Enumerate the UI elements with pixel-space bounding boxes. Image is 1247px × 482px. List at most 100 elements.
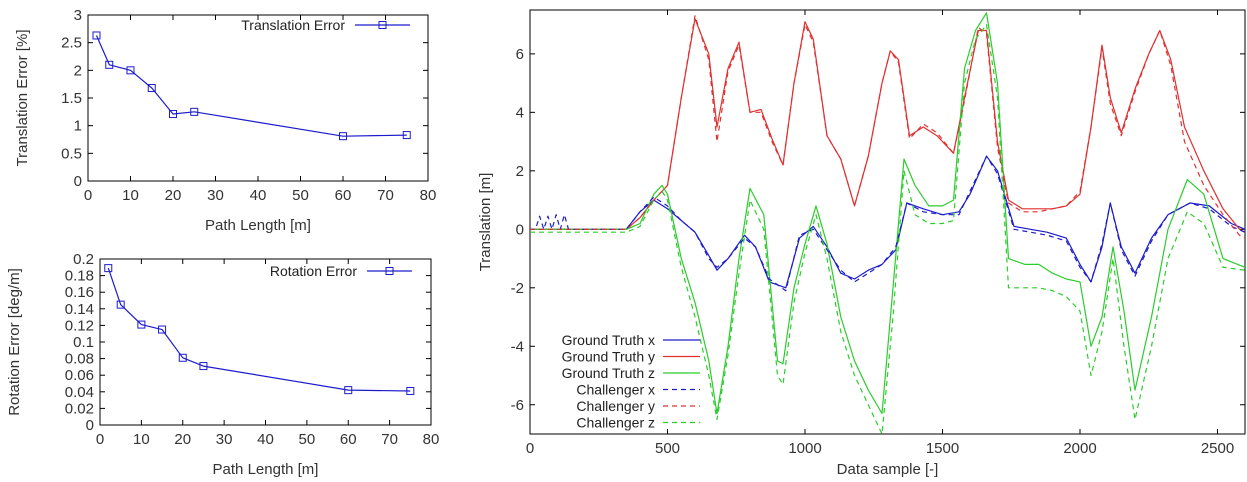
data-point-marker [104, 264, 113, 273]
y-tick-label: 2.5 [61, 35, 82, 52]
x-axis-label: Data sample [-] [837, 461, 939, 478]
y-tick-label: -6 [511, 397, 524, 414]
x-tick-label: 500 [655, 440, 680, 457]
plot-area [104, 264, 415, 395]
x-tick-label: 20 [174, 431, 191, 448]
x-tick-label: 30 [216, 431, 233, 448]
x-tick-label: 0 [526, 440, 534, 457]
legend-label-ground-truth-z: Ground Truth z [562, 365, 655, 381]
data-point-marker [339, 132, 347, 141]
y-tick-label: 0.18 [65, 268, 94, 285]
x-tick-label: 50 [292, 187, 309, 204]
data-point-marker [116, 300, 125, 309]
x-tick-label: 20 [165, 187, 182, 204]
y-tick-label: 3 [74, 7, 82, 24]
data-point-marker [190, 107, 199, 116]
y-tick-label: 0 [516, 221, 524, 238]
y-tick-label: 0.2 [73, 251, 94, 268]
y-axis-label: Rotation Error [deg/m] [6, 268, 23, 416]
plot-area [530, 12, 1245, 434]
data-point-marker [105, 60, 114, 69]
x-tick-label: 50 [299, 431, 316, 448]
data-point-marker [169, 110, 177, 119]
chart-panel-2: 0 10 20 30 40 50 60 70 8000.020.040.060.080.10.1… [6, 251, 439, 478]
legend-label-challenger-z: Challenger z [576, 415, 655, 431]
y-tick-label: -4 [511, 338, 524, 355]
y-axis-label: Translation [m] [477, 173, 494, 272]
x-tick-label: 40 [257, 431, 274, 448]
x-tick-label: 0 [84, 187, 92, 204]
series-line-challenger-x [530, 155, 1245, 292]
x-tick-label: 60 [340, 431, 357, 448]
plot-frame [87, 14, 429, 182]
x-tick-label: 1000 [788, 440, 821, 457]
y-tick-label: 2 [516, 163, 524, 180]
data-point-marker [137, 320, 146, 329]
x-tick-label: 10 [122, 187, 139, 204]
y-tick-label: 0.1 [73, 334, 94, 351]
x-tick-label: 80 [420, 187, 437, 204]
plot-area [92, 31, 411, 141]
series-line-challenger-y [530, 15, 1245, 239]
legend-rotation-error: Rotation Error [270, 263, 412, 279]
data-point-marker [92, 31, 101, 40]
data-point-marker [126, 66, 135, 75]
y-tick-label: 1.5 [61, 90, 82, 107]
x-tick-label: 30 [207, 187, 224, 204]
x-tick-label: 10 [133, 431, 150, 448]
chart-panel-3: 0 500 1000 1500 2000 2500 -6 -4 -2 0 2 4 6 Data sampl… [477, 9, 1246, 478]
y-tick-label: 0.04 [65, 384, 94, 401]
legend-marker [378, 21, 387, 29]
series-line-ground-truth-z [530, 12, 1245, 415]
x-tick-label: 1500 [926, 440, 959, 457]
legend-label-ground-truth-x: Ground Truth x [562, 332, 655, 348]
x-tick-label: 2000 [1063, 440, 1096, 457]
y-tick-label: 6 [516, 46, 524, 63]
series-line-rotation-error [107, 267, 411, 392]
plot-frame [529, 9, 1246, 435]
x-axis-label: Path Length [m] [205, 217, 311, 234]
y-tick-label: 0.5 [61, 145, 82, 162]
legend-label: Translation Error [241, 17, 345, 33]
legend-label-challenger-x: Challenger x [576, 382, 655, 398]
y-axis-label: Translation Error [%] [14, 30, 31, 167]
legend-label: Rotation Error [270, 263, 357, 279]
y-tick-label: 0 [74, 173, 82, 190]
y-tick-label: 0.08 [65, 351, 94, 368]
x-tick-label: 70 [381, 431, 398, 448]
plot-frame [99, 258, 432, 426]
data-point-marker [199, 362, 208, 371]
x-axis-label: Path Length [m] [213, 461, 319, 478]
data-point-marker [344, 386, 353, 395]
data-point-marker [158, 325, 167, 334]
y-tick-label: 1 [74, 118, 82, 135]
y-tick-label: 0.16 [65, 284, 94, 301]
x-tick-label: 0 [96, 431, 104, 448]
x-tick-label: 40 [250, 187, 267, 204]
y-tick-label: 0.12 [65, 317, 94, 334]
data-point-marker [406, 386, 415, 395]
y-tick-label: 4 [516, 104, 524, 121]
legend-translation-error: Translation Error [241, 17, 410, 33]
series-line-translation-error [95, 35, 407, 137]
x-tick-label: 2500 [1201, 440, 1234, 457]
y-tick-label: 0.14 [65, 301, 94, 318]
y-tick-label: 0 [86, 417, 94, 434]
legend-marker [385, 267, 394, 275]
chart-panel-1: 0 10 20 30 40 50 60 70 80 0 0.5 1 1.5 2 2.5 3 Path Lengt… [14, 7, 436, 234]
data-point-marker [147, 84, 156, 93]
x-tick-label: 60 [335, 187, 352, 204]
data-point-marker [402, 131, 411, 140]
x-tick-label: 80 [423, 431, 440, 448]
data-point-marker [178, 353, 187, 362]
series-line-ground-truth-y [530, 18, 1245, 233]
legend-label-challenger-y: Challenger y [576, 398, 655, 414]
y-tick-label: 0.06 [65, 367, 94, 384]
y-tick-label: 2 [74, 62, 82, 79]
y-tick-label: -2 [511, 280, 524, 297]
series-line-ground-truth-x [530, 155, 1245, 289]
legend-label-ground-truth-y: Ground Truth y [562, 349, 655, 365]
x-tick-label: 70 [377, 187, 394, 204]
